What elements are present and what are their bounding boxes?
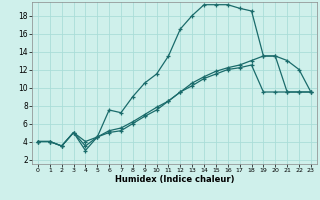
X-axis label: Humidex (Indice chaleur): Humidex (Indice chaleur): [115, 175, 234, 184]
